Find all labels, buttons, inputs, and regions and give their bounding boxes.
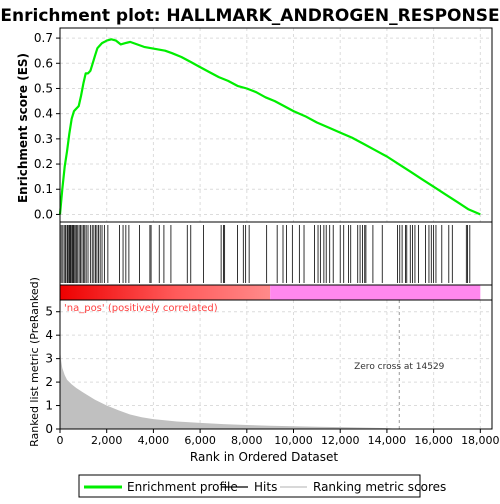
es-plot-area bbox=[60, 28, 492, 222]
positive-correlation-label: 'na_pos' (positively correlated) bbox=[64, 303, 218, 314]
es-y-tick-label: 0.7 bbox=[34, 31, 53, 45]
x-tick-label: 6,000 bbox=[184, 434, 216, 447]
x-tick-label: 14,000 bbox=[368, 434, 407, 447]
enrichment-profile-line bbox=[58, 38, 481, 216]
x-tick-label: 16,000 bbox=[414, 434, 453, 447]
ranking-y-tick-label: 2 bbox=[45, 375, 53, 389]
hits-panel bbox=[59, 221, 493, 286]
legend: Enrichment profile Hits Ranking metric s… bbox=[78, 474, 446, 498]
x-tick-label: 10,000 bbox=[274, 434, 313, 447]
ranking-plot-area bbox=[60, 300, 492, 429]
es-panel: 0.0 0.1 0.2 0.3 0.4 0.5 0.6 0.7 bbox=[34, 27, 493, 223]
ranking-y-tick-label: 4 bbox=[45, 328, 53, 342]
es-y-tick-label: 0.2 bbox=[34, 157, 53, 171]
band-panel bbox=[59, 284, 493, 301]
ranking-y-tick-label: 5 bbox=[45, 305, 53, 319]
es-y-tick-label: 0.0 bbox=[34, 207, 53, 221]
ranking-y-tick-label: 1 bbox=[45, 399, 53, 413]
legend-ranking-label: Ranking metric scores bbox=[313, 480, 446, 494]
chart-title: Enrichment plot: HALLMARK_ANDROGEN_RESPO… bbox=[0, 6, 499, 26]
hits-plot-area bbox=[60, 222, 492, 285]
x-tick-label: 8,000 bbox=[231, 434, 263, 447]
es-y-tick-label: 0.4 bbox=[34, 107, 53, 121]
legend-box bbox=[78, 474, 421, 498]
es-y-tick-label: 0.1 bbox=[34, 182, 53, 196]
ranking-y-tick-label: 3 bbox=[45, 352, 53, 366]
positive-correlation-band bbox=[60, 285, 271, 300]
legend-hits-label: Hits bbox=[254, 480, 277, 494]
x-tick-label: 0 bbox=[57, 434, 64, 447]
x-tick-label: 4,000 bbox=[138, 434, 170, 447]
legend-enrichment-label: Enrichment profile bbox=[127, 480, 238, 494]
ranking-y-tick-label: 0 bbox=[45, 422, 53, 436]
es-y-axis-label: Enrichment score (ES) bbox=[16, 53, 30, 203]
es-y-tick-label: 0.3 bbox=[34, 132, 53, 146]
x-tick-label: 2,000 bbox=[91, 434, 123, 447]
ranking-y-axis-label: Ranked list metric (PreRanked) bbox=[28, 277, 41, 447]
zero-cross-label: Zero cross at 14529 bbox=[354, 362, 445, 372]
es-y-tick-label: 0.5 bbox=[34, 81, 53, 95]
x-axis-label: Rank in Ordered Dataset bbox=[190, 450, 338, 464]
negative-correlation-band bbox=[270, 285, 481, 300]
x-tick-label: 18,000 bbox=[461, 434, 500, 447]
es-y-tick-label: 0.6 bbox=[34, 56, 53, 70]
ranking-metric-area bbox=[60, 349, 400, 429]
x-tick-label: 12,000 bbox=[321, 434, 360, 447]
ranking-plot-border bbox=[59, 299, 493, 430]
ranking-panel: 0 1 2 3 4 5 Zero cross at 14529 'na_pos' (posit… bbox=[45, 299, 500, 447]
